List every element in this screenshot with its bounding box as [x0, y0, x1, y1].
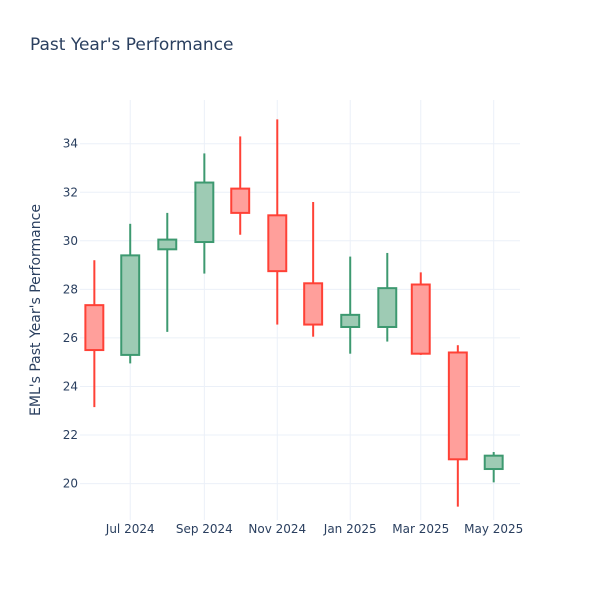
candle-decreasing	[303, 201, 324, 337]
x-tick-label: Mar 2025	[392, 522, 449, 536]
candle-increasing	[194, 153, 215, 274]
candle-increasing	[377, 252, 398, 342]
candle-body	[377, 287, 398, 328]
candle-body	[483, 454, 504, 471]
y-axis-ticks: 20 22 24 26 28 30 32 34	[63, 137, 78, 491]
candle-decreasing	[84, 260, 105, 408]
candle-decreasing	[447, 345, 468, 507]
y-tick-label: 34	[63, 137, 78, 151]
x-tick-label: Jan 2025	[323, 522, 377, 536]
x-axis-ticks: Jul 2024 Sep 2024 Nov 2024 Jan 2025 Mar 2025…	[105, 522, 523, 536]
candle-body	[84, 304, 105, 352]
candle-body	[230, 187, 251, 214]
candle-body	[410, 283, 431, 355]
x-tick-label: May 2025	[464, 522, 523, 536]
candle-body	[194, 181, 215, 244]
y-axis-label: EML's Past Year's Performance	[28, 204, 44, 416]
candle-body	[157, 238, 178, 251]
y-tick-label: 30	[63, 234, 78, 248]
x-tick-label: Jul 2024	[105, 522, 155, 536]
y-tick-label: 24	[63, 379, 78, 393]
candle-increasing	[483, 452, 504, 483]
candle-decreasing	[410, 272, 431, 355]
y-tick-label: 20	[63, 477, 78, 491]
y-tick-label: 22	[63, 428, 78, 442]
y-tick-label: 26	[63, 331, 78, 345]
candle-increasing	[340, 256, 361, 354]
candle-body	[120, 254, 141, 356]
chart-title: Past Year's Performance	[30, 35, 234, 55]
candle-decreasing	[230, 136, 251, 235]
y-tick-label: 32	[63, 185, 78, 199]
candle-increasing	[120, 223, 141, 364]
y-tick-label: 28	[63, 282, 78, 296]
candle-body	[303, 282, 324, 326]
x-tick-label: Sep 2024	[176, 522, 233, 536]
candle-decreasing	[267, 119, 288, 325]
candle-body	[267, 214, 288, 273]
candle-body	[447, 351, 468, 461]
x-tick-label: Nov 2024	[248, 522, 306, 536]
candle-body	[340, 313, 361, 328]
candle-increasing	[157, 212, 178, 332]
candles	[84, 119, 504, 507]
